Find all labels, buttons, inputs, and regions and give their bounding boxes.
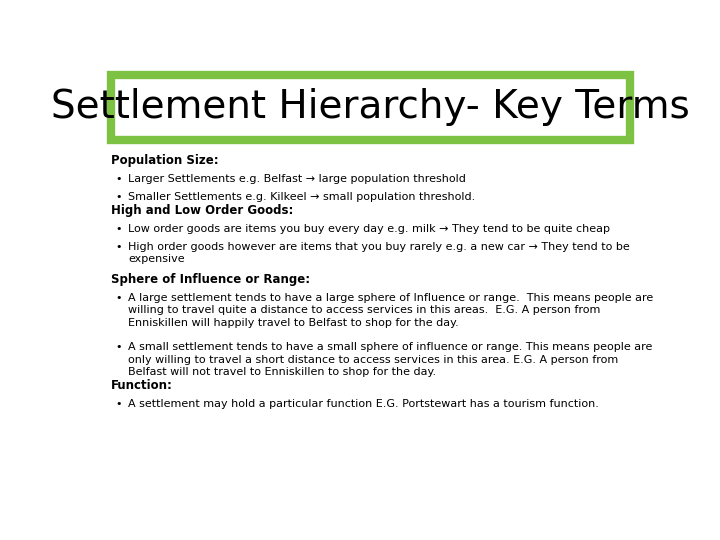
Text: A large settlement tends to have a large sphere of Influence or range.  This mea: A large settlement tends to have a large…: [128, 293, 653, 328]
Text: High and Low Order Goods:: High and Low Order Goods:: [111, 204, 294, 217]
Text: Low order goods are items you buy every day e.g. milk → They tend to be quite ch: Low order goods are items you buy every …: [128, 224, 610, 234]
Text: A small settlement tends to have a small sphere of influence or range. This mean: A small settlement tends to have a small…: [128, 342, 652, 377]
FancyBboxPatch shape: [111, 75, 630, 140]
Text: Sphere of Influence or Range:: Sphere of Influence or Range:: [111, 273, 310, 286]
Text: •: •: [116, 399, 122, 409]
Text: •: •: [116, 241, 122, 252]
Text: Settlement Hierarchy- Key Terms: Settlement Hierarchy- Key Terms: [51, 89, 690, 126]
Text: •: •: [116, 224, 122, 234]
Text: A settlement may hold a particular function E.G. Portstewart has a tourism funct: A settlement may hold a particular funct…: [128, 399, 599, 409]
Text: •: •: [116, 174, 122, 184]
Text: Population Size:: Population Size:: [111, 154, 219, 167]
Text: •: •: [116, 293, 122, 302]
Text: •: •: [116, 192, 122, 201]
Text: High order goods however are items that you buy rarely e.g. a new car → They ten: High order goods however are items that …: [128, 241, 630, 264]
Text: Smaller Settlements e.g. Kilkeel → small population threshold.: Smaller Settlements e.g. Kilkeel → small…: [128, 192, 475, 201]
Text: •: •: [116, 342, 122, 352]
Text: Larger Settlements e.g. Belfast → large population threshold: Larger Settlements e.g. Belfast → large …: [128, 174, 466, 184]
Text: Function:: Function:: [111, 379, 173, 392]
